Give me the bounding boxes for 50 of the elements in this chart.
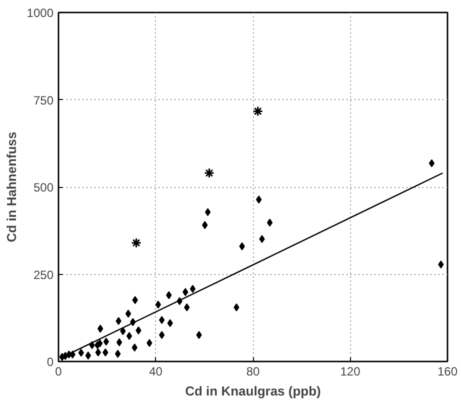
point [95, 348, 101, 356]
point [116, 317, 122, 326]
y-axis-title: Cd in Hahnenfuss [4, 132, 19, 242]
y-tick-label: 750 [33, 93, 54, 108]
point [78, 348, 84, 357]
point [166, 291, 172, 300]
point [204, 208, 211, 216]
point [158, 316, 165, 324]
y-tick-label: 250 [33, 268, 54, 282]
x-tick-label: 160 [437, 364, 458, 378]
point [438, 260, 444, 268]
point [120, 327, 126, 336]
point [196, 330, 202, 339]
point [155, 300, 162, 309]
point [167, 319, 173, 328]
point [256, 196, 262, 204]
x-tick-label: 0 [55, 364, 62, 378]
point [126, 332, 132, 340]
point [146, 339, 152, 348]
point [202, 221, 208, 230]
point [204, 168, 214, 178]
x-tick-label: 120 [340, 364, 361, 378]
point [103, 338, 109, 346]
point [184, 303, 190, 312]
point [132, 344, 138, 352]
point [259, 235, 265, 243]
point [428, 159, 435, 168]
point [136, 326, 142, 334]
point [266, 218, 273, 227]
x-tick-label: 40 [149, 364, 163, 378]
point [116, 338, 122, 346]
point [131, 238, 142, 248]
y-tick-label: 1000 [26, 6, 54, 20]
point [234, 303, 240, 312]
point [158, 330, 165, 339]
x-tick-label: 80 [246, 364, 260, 378]
y-tick-label: 0 [46, 355, 54, 369]
point [190, 284, 196, 293]
point [239, 242, 245, 250]
point [97, 324, 104, 333]
point [102, 348, 108, 356]
point [114, 350, 121, 358]
point [97, 339, 103, 348]
y-tick-label: 500 [33, 180, 54, 194]
point [125, 310, 132, 318]
point [132, 296, 138, 304]
point [252, 106, 264, 117]
point [85, 352, 91, 360]
x-axis-title: Cd in Knaulgras (ppb) [185, 384, 321, 398]
point [182, 288, 188, 296]
